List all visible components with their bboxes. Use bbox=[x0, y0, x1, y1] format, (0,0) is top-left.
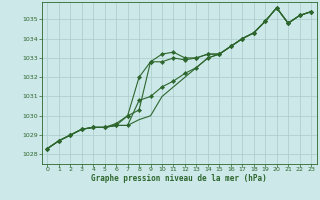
X-axis label: Graphe pression niveau de la mer (hPa): Graphe pression niveau de la mer (hPa) bbox=[91, 174, 267, 183]
